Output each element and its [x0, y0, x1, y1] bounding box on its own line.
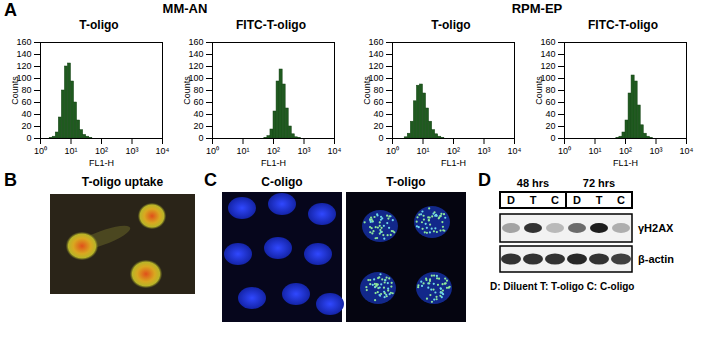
svg-text:D: Diluent T: T-oligo C: C-oli: D: Diluent T: T-oligo C: C-oligo [490, 281, 634, 292]
svg-text:γH2AX: γH2AX [638, 222, 674, 234]
svg-text:T-oligo: T-oligo [386, 175, 425, 189]
svg-text:72 hrs: 72 hrs [583, 177, 615, 189]
svg-text:160: 160 [368, 37, 383, 47]
svg-text:C-oligo: C-oligo [261, 175, 302, 189]
svg-text:β-actin: β-actin [638, 253, 674, 265]
svg-text:100: 100 [540, 73, 556, 84]
svg-text:120: 120 [368, 61, 383, 71]
svg-text:B: B [4, 170, 17, 190]
svg-text:10⁴: 10⁴ [328, 146, 342, 156]
html-text:RPM-EP: RPM-EP [511, 1, 563, 16]
svg-text:60: 60 [193, 97, 203, 107]
svg-text:100: 100 [368, 73, 384, 84]
svg-text:40: 40 [193, 109, 203, 119]
svg-text:120: 120 [16, 61, 31, 71]
svg-text:20: 20 [21, 121, 31, 131]
svg-text:10⁴: 10⁴ [156, 146, 170, 156]
html-text:T-oligo: T-oligo [431, 18, 471, 32]
svg-text:48 hrs: 48 hrs [517, 177, 549, 189]
html-text:A: A [4, 0, 17, 20]
svg-text:40: 40 [373, 109, 383, 119]
svg-text:80: 80 [373, 85, 383, 95]
html-text:T-oligo: T-oligo [79, 18, 119, 32]
svg-text:60: 60 [373, 97, 383, 107]
svg-text:0: 0 [198, 133, 203, 143]
svg-text:10³: 10³ [477, 146, 490, 156]
svg-text:160: 160 [188, 37, 203, 47]
svg-text:10³: 10³ [125, 146, 138, 156]
svg-text:120: 120 [188, 61, 203, 71]
svg-text:Counts: Counts [182, 76, 192, 105]
svg-text:10⁴: 10⁴ [508, 146, 522, 156]
svg-text:0: 0 [26, 133, 31, 143]
svg-text:40: 40 [545, 109, 555, 119]
svg-text:D: D [478, 170, 491, 190]
svg-text:80: 80 [21, 85, 31, 95]
svg-text:10⁰: 10⁰ [558, 146, 571, 156]
svg-text:Counts: Counts [534, 76, 544, 105]
svg-text:0: 0 [378, 133, 383, 143]
svg-text:T-oligo uptake: T-oligo uptake [82, 175, 164, 189]
svg-text:10⁰: 10⁰ [34, 146, 47, 156]
svg-text:140: 140 [540, 49, 555, 59]
svg-text:100: 100 [188, 73, 204, 84]
svg-text:FL1-H: FL1-H [441, 158, 466, 168]
svg-text:10¹: 10¹ [588, 146, 601, 156]
svg-text:10⁰: 10⁰ [206, 146, 219, 156]
svg-text:D: D [507, 194, 515, 206]
svg-text:T: T [596, 194, 603, 206]
svg-text:C: C [617, 194, 625, 206]
svg-text:10⁰: 10⁰ [386, 146, 399, 156]
svg-text:10¹: 10¹ [236, 146, 249, 156]
svg-text:Counts: Counts [362, 76, 372, 105]
svg-text:120: 120 [540, 61, 555, 71]
svg-text:60: 60 [545, 97, 555, 107]
svg-text:10²: 10² [267, 146, 280, 156]
svg-text:80: 80 [545, 85, 555, 95]
svg-text:10²: 10² [95, 146, 108, 156]
svg-text:140: 140 [16, 49, 31, 59]
svg-text:10¹: 10¹ [64, 146, 77, 156]
svg-text:10²: 10² [447, 146, 460, 156]
svg-text:Counts: Counts [10, 76, 20, 105]
svg-text:10²: 10² [619, 146, 632, 156]
svg-text:60: 60 [21, 97, 31, 107]
svg-text:FL1-H: FL1-H [261, 158, 286, 168]
svg-text:T: T [530, 194, 537, 206]
svg-text:FL1-H: FL1-H [613, 158, 638, 168]
svg-text:C: C [204, 170, 217, 190]
svg-text:D: D [573, 194, 581, 206]
svg-text:160: 160 [16, 37, 31, 47]
svg-text:160: 160 [540, 37, 555, 47]
svg-text:FL1-H: FL1-H [89, 158, 114, 168]
svg-text:140: 140 [368, 49, 383, 59]
svg-text:10³: 10³ [649, 146, 662, 156]
svg-text:0: 0 [550, 133, 555, 143]
html-text:FITC-T-oligo: FITC-T-oligo [588, 18, 658, 32]
html-text:FITC-T-oligo: FITC-T-oligo [236, 18, 306, 32]
svg-text:20: 20 [545, 121, 555, 131]
html-text:MM-AN: MM-AN [162, 1, 208, 16]
svg-text:20: 20 [373, 121, 383, 131]
svg-text:C: C [551, 194, 559, 206]
svg-text:10³: 10³ [297, 146, 310, 156]
svg-text:140: 140 [188, 49, 203, 59]
svg-text:80: 80 [193, 85, 203, 95]
svg-text:10⁴: 10⁴ [680, 146, 694, 156]
svg-text:10¹: 10¹ [416, 146, 429, 156]
svg-text:40: 40 [21, 109, 31, 119]
svg-text:20: 20 [193, 121, 203, 131]
svg-text:100: 100 [16, 73, 32, 84]
